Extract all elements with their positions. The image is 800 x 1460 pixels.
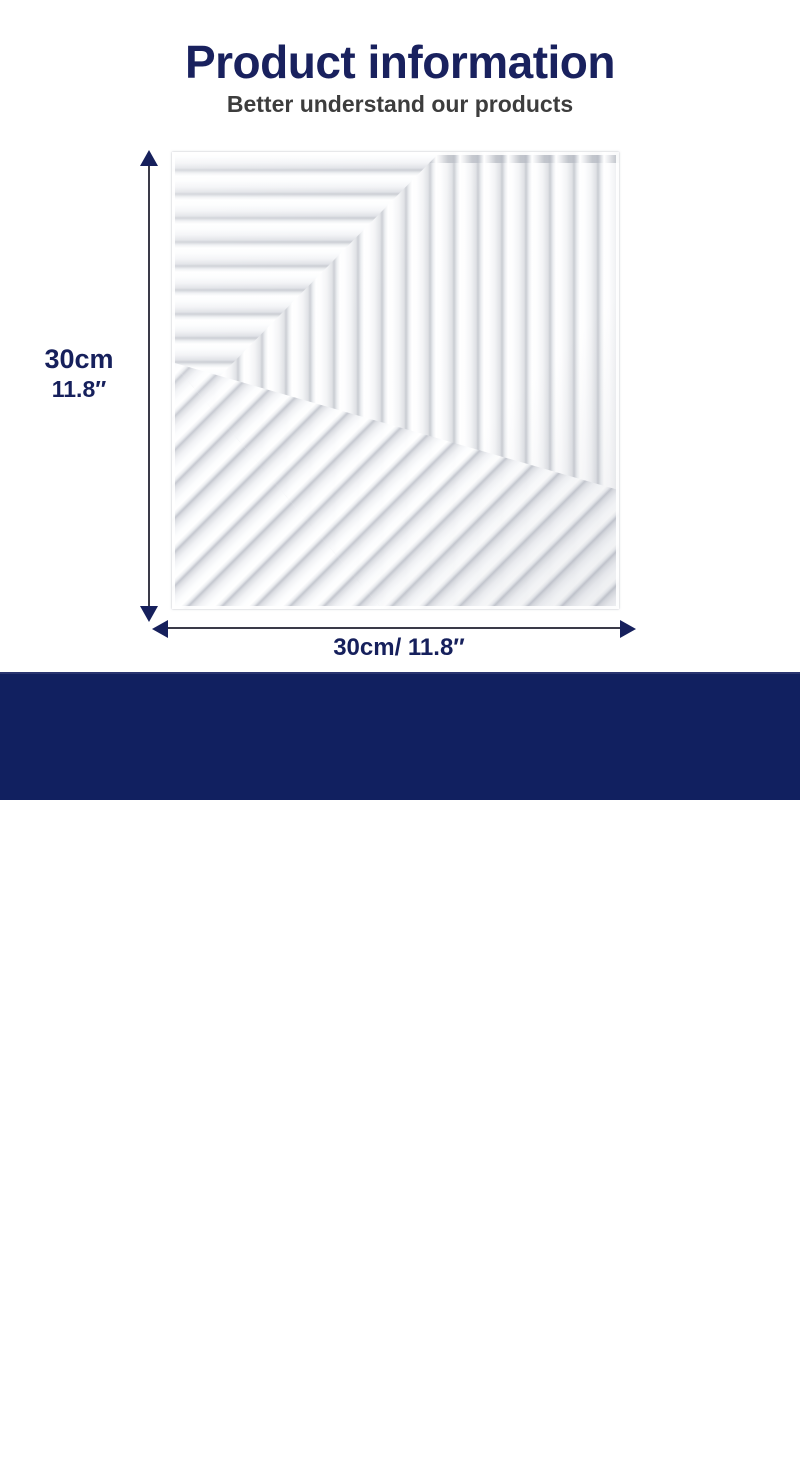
spec-colon: ： (164, 1371, 187, 1396)
spec-row: Weight ： 3.8 oz/sheet (78, 1366, 408, 1397)
spec-label: Size： (78, 1402, 143, 1427)
page-title: Product information (184, 36, 616, 88)
horizontal-dimension-label: 30cm/ 11.8″ (333, 634, 465, 661)
footer-divider (0, 672, 800, 674)
vertical-dimension-imperial: 11.8″ (51, 376, 107, 402)
spec-row: Size： ： 11.8"x11.8" (78, 1397, 408, 1428)
arrow-right-icon (620, 620, 636, 638)
spec-row: Height ： 0.43" (78, 1428, 408, 1459)
vertical-dimension-line (148, 158, 150, 613)
spec-list: Weight： 3.8 oz/sheet Size：： 11.8"x11.8" Heig… (78, 1366, 408, 1459)
vertical-dimension-metric: 30cm (44, 344, 114, 374)
horizontal-dimension-line (166, 627, 629, 629)
vertical-dimension-label: 30cm 11.8″ (20, 344, 138, 404)
made-of-material-badge: Made of PVC (525, 1390, 715, 1425)
spec-colon: ： (164, 1402, 187, 1427)
product-figure-area: 30cm 11.8″ 30cm/ 11.8″ (0, 0, 800, 672)
product-3d-wall-panel-image (172, 152, 619, 609)
spec-value: 11.8"x11.8" (186, 1402, 295, 1427)
product-spec-footer: Weight： 3.8 oz/sheet Size：： 11.8"x11.8" Heig… (0, 672, 800, 1458)
arrow-down-icon (140, 606, 158, 622)
page-subtitle: Better understand our products (226, 91, 574, 117)
arrow-up-icon (140, 150, 158, 166)
spec-value: 3.8 oz/sheet (186, 1371, 306, 1396)
spec-label: Height (78, 1433, 142, 1458)
page-header: Product information Better understand ou… (0, 0, 800, 135)
arrow-left-icon (152, 620, 168, 638)
spec-colon: ： (164, 1433, 187, 1458)
spec-value: 0.43" (186, 1433, 237, 1458)
spec-label: Weight (78, 1371, 147, 1396)
